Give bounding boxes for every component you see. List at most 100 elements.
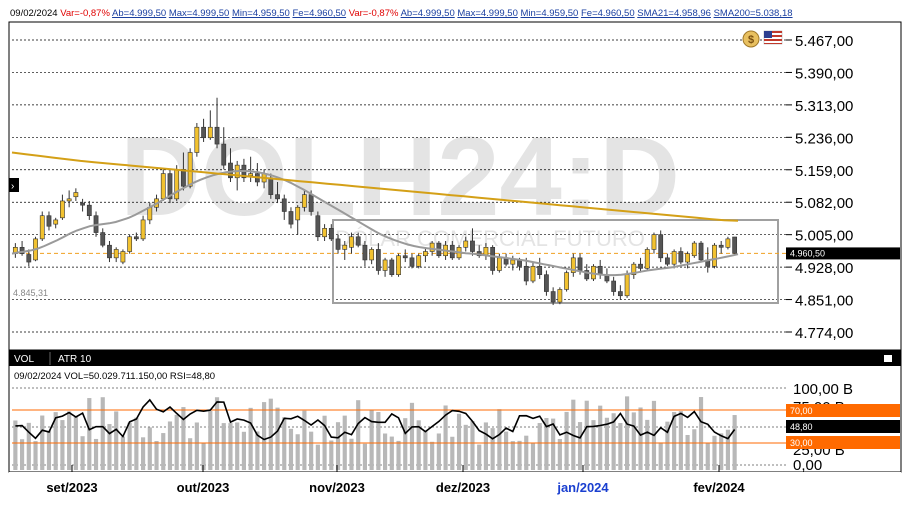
volume-bar: [409, 402, 415, 470]
volume-bar: [60, 420, 65, 470]
volume-bar: [295, 434, 300, 470]
candle-body: [342, 244, 348, 250]
candle-body: [355, 236, 361, 246]
watermark-symbol: DOLH24:D: [120, 114, 680, 239]
watermark-subtitle: DÓLAR COMERCIAL FUTURO: [335, 226, 645, 251]
candle-body: [194, 126, 200, 153]
volume-bar: [685, 434, 690, 470]
volume-bar: [369, 409, 374, 470]
candle-body: [671, 251, 677, 265]
volume-bar: [483, 422, 489, 470]
volume-bar: [201, 442, 206, 470]
info-max-2: Max=4.999,50: [457, 8, 518, 19]
candle-body: [167, 173, 173, 200]
volume-bar: [181, 407, 186, 470]
volume-bar: [557, 438, 562, 470]
candle-body: [140, 219, 146, 240]
volume-bar: [470, 421, 475, 470]
volume-bar: [46, 430, 52, 470]
info-sma200: SMA200=5.038,18: [713, 8, 793, 19]
x-axis-area: [9, 472, 901, 502]
volume-bar: [389, 436, 394, 470]
volume-bar: [93, 438, 99, 470]
candle-body: [281, 198, 287, 212]
candle-body: [537, 265, 543, 275]
volume-bar: [87, 398, 92, 470]
info-bar: 09/02/2024 Var=-0,87% Ab=4.999,50 Max=4.…: [10, 8, 793, 22]
volume-bar: [208, 410, 213, 470]
volume-bar: [430, 441, 435, 470]
candle-body: [315, 215, 321, 238]
volume-bar: [161, 433, 166, 470]
candle-body: [302, 194, 307, 208]
candle-body: [496, 257, 502, 271]
candle-body: [624, 274, 630, 297]
candle-body: [107, 244, 112, 259]
candle-body: [322, 228, 327, 238]
scroll-left-button[interactable]: [9, 178, 19, 192]
sma200-line: [11, 151, 739, 222]
volume-bar: [107, 424, 112, 470]
candle-body: [46, 215, 52, 227]
candle-body: [732, 236, 738, 254]
candle-body: [530, 265, 536, 282]
candle-body: [295, 206, 301, 221]
volume-bar: [638, 407, 643, 470]
volume-bar: [382, 433, 388, 470]
volume-bar: [624, 396, 630, 470]
info-fe: Fe=4.960,50: [292, 8, 347, 19]
volume-bar: [13, 420, 18, 470]
candle-body: [685, 253, 690, 263]
candle-body: [577, 257, 583, 271]
dollar-coin-icon[interactable]: $: [742, 30, 760, 48]
candle-body: [402, 255, 408, 259]
volume-bar: [510, 441, 515, 470]
volume-bar: [598, 405, 603, 470]
candle-body: [698, 242, 704, 261]
volume-bar: [154, 441, 159, 470]
vol-100-label: 100,00 B: [793, 381, 853, 398]
candle-body: [665, 257, 670, 265]
volume-bar: [100, 397, 105, 470]
candle-body: [617, 291, 623, 297]
candle-body: [369, 249, 375, 261]
volume-bar: [698, 397, 704, 470]
price-tick-label: 4.774,00: [795, 325, 853, 342]
volume-bar: [725, 429, 731, 470]
info-var-2: Var=-0,87%: [348, 8, 399, 19]
candle-body: [631, 263, 637, 275]
us-flag-icon[interactable]: [763, 30, 783, 45]
rsi-30-label: 30,00: [790, 438, 813, 448]
volume-bar: [228, 423, 233, 470]
candle-body: [658, 234, 664, 259]
candle-body: [174, 169, 180, 200]
volume-bar: [349, 438, 354, 470]
candle-body: [644, 249, 650, 269]
info-min-2: Min=4.959,50: [520, 8, 579, 19]
candle-body: [19, 247, 25, 254]
volume-bar: [450, 436, 455, 470]
tab-vol[interactable]: VOL: [14, 354, 34, 365]
rsi-70-label: 70,00: [790, 406, 813, 416]
volume-bar: [221, 423, 226, 470]
volume-bar: [712, 435, 717, 470]
tab-atr[interactable]: ATR 10: [58, 354, 92, 365]
volume-bar: [544, 418, 549, 470]
maximize-icon[interactable]: [884, 355, 892, 362]
candle-body: [100, 232, 106, 246]
price-gridlines: [12, 39, 786, 333]
candle-body: [389, 259, 395, 275]
min-marker-label: 4.845,31: [13, 288, 48, 298]
volume-bar: [167, 421, 173, 470]
info-date: 09/02/2024: [10, 8, 58, 19]
candle-body: [288, 211, 294, 225]
info-max: Max=4.999,50: [168, 8, 230, 19]
volume-bar: [719, 433, 724, 470]
volume-bar: [33, 441, 38, 470]
candle-body: [382, 259, 388, 271]
candle-body: [127, 236, 133, 252]
x-tick-label: set/2023: [46, 480, 97, 495]
volume-bar: [26, 422, 31, 470]
candle-body: [691, 242, 697, 257]
